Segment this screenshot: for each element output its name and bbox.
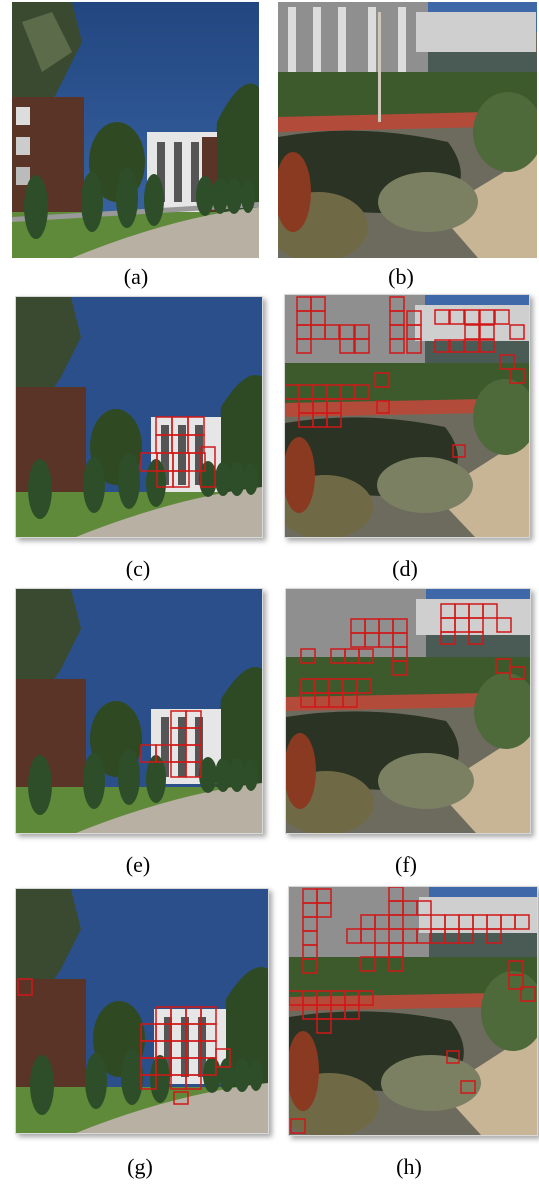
caption-h: (h)	[396, 1154, 422, 1179]
caption-g: (g)	[127, 1154, 153, 1179]
image-g	[15, 888, 269, 1134]
caption-e: (e)	[125, 852, 151, 877]
image-b	[278, 2, 537, 258]
image-d	[284, 294, 530, 538]
caption-c: (c)	[125, 556, 151, 581]
caption-a: (a)	[123, 264, 149, 289]
caption-b: (b)	[388, 264, 414, 289]
image-a	[12, 2, 259, 258]
image-f	[285, 588, 531, 834]
image-h	[288, 886, 538, 1136]
image-e	[15, 588, 263, 834]
caption-d: (d)	[392, 556, 418, 581]
image-c	[15, 296, 263, 538]
caption-f: (f)	[395, 852, 417, 877]
